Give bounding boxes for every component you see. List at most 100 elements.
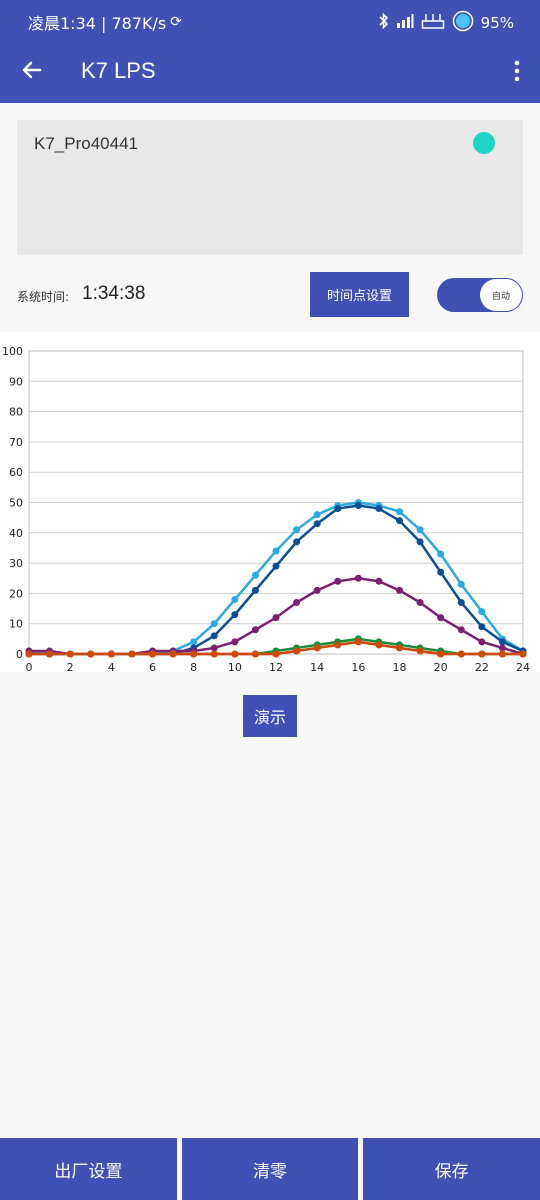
data-point (437, 650, 445, 658)
status-right: 95% (379, 10, 514, 36)
data-point (396, 586, 403, 594)
device-card[interactable]: K7_Pro40441 (17, 120, 523, 255)
data-point (334, 505, 342, 513)
data-point (416, 598, 424, 606)
battery-icon (452, 10, 474, 36)
y-tick-label: 0 (16, 648, 23, 661)
sync-icon: ⟳ (170, 14, 182, 30)
data-point (272, 562, 280, 570)
signal-icon (396, 13, 414, 33)
data-point (498, 644, 506, 652)
data-point (498, 638, 506, 646)
x-tick-label: 4 (108, 661, 115, 672)
y-tick-label: 20 (9, 587, 23, 600)
x-tick-label: 2 (67, 661, 74, 672)
page-title: K7 LPS (81, 58, 156, 83)
data-point (478, 638, 486, 646)
data-point (396, 508, 403, 516)
data-point (354, 638, 362, 646)
arrow-back-icon[interactable] (20, 58, 44, 82)
y-tick-label: 50 (9, 497, 23, 510)
x-tick-label: 8 (190, 661, 197, 672)
data-point (519, 650, 527, 658)
data-point (313, 511, 321, 519)
data-point (437, 614, 445, 622)
router-icon (421, 12, 445, 34)
x-tick-label: 14 (310, 661, 324, 672)
x-tick-label: 6 (149, 661, 156, 672)
status-bar: 凌晨1:34 | 787K/s ⟳ 95% (0, 0, 540, 40)
data-point (354, 574, 362, 582)
data-point (396, 517, 403, 525)
data-point (293, 538, 301, 546)
data-point (231, 638, 239, 646)
x-tick-label: 10 (228, 661, 242, 672)
y-tick-label: 30 (9, 557, 23, 570)
y-tick-label: 70 (9, 436, 23, 449)
data-point (375, 505, 383, 513)
y-tick-label: 40 (9, 527, 23, 540)
data-point (334, 641, 342, 649)
data-point (251, 626, 259, 634)
clear-button[interactable]: 清零 (181, 1138, 359, 1200)
data-point (231, 595, 239, 603)
data-point (416, 538, 424, 546)
y-tick-label: 80 (9, 406, 23, 419)
data-point (416, 647, 424, 655)
data-point (210, 650, 218, 658)
data-point (169, 650, 177, 658)
timepoint-settings-button[interactable]: 时间点设置 (310, 272, 409, 317)
y-tick-label: 60 (9, 466, 23, 479)
data-point (375, 641, 383, 649)
factory-reset-button[interactable]: 出厂设置 (0, 1138, 177, 1200)
data-point (272, 650, 280, 658)
bottom-action-bar: 出厂设置 清零 保存 (0, 1138, 540, 1200)
data-point (313, 586, 321, 594)
connection-status-dot (473, 132, 495, 154)
data-point (87, 650, 95, 658)
x-tick-label: 12 (269, 661, 283, 672)
data-point (231, 611, 239, 619)
x-tick-label: 18 (393, 661, 407, 672)
x-tick-label: 22 (475, 661, 489, 672)
data-point (498, 650, 506, 658)
battery-level: 95% (480, 14, 514, 32)
data-point (46, 650, 54, 658)
more-vert-icon[interactable] (512, 60, 522, 82)
status-left: 凌晨1:34 | 787K/s ⟳ (28, 10, 182, 34)
data-point (210, 620, 218, 628)
x-tick-label: 24 (516, 661, 530, 672)
status-time: 凌晨1:34 | 787K/s (28, 14, 167, 33)
data-point (457, 626, 465, 634)
auto-toggle-label: 自动 (480, 279, 522, 311)
data-point (272, 547, 280, 555)
data-point (149, 650, 156, 658)
app-bar: K7 LPS (0, 40, 540, 103)
data-point (313, 644, 321, 652)
data-point (210, 644, 218, 652)
data-point (107, 650, 115, 658)
data-point (478, 608, 486, 616)
data-point (293, 526, 301, 534)
data-point (478, 650, 486, 658)
series-line-1 (29, 504, 524, 656)
data-point (293, 647, 301, 655)
data-point (457, 580, 465, 588)
data-point (313, 520, 321, 528)
x-tick-label: 16 (351, 661, 365, 672)
data-point (478, 623, 486, 631)
data-point (416, 526, 424, 534)
demo-button[interactable]: 演示 (243, 695, 297, 737)
data-point (437, 568, 445, 576)
data-point (25, 650, 33, 658)
save-button[interactable]: 保存 (363, 1138, 540, 1200)
x-tick-label: 20 (434, 661, 448, 672)
x-tick-label: 0 (26, 661, 33, 672)
auto-toggle[interactable]: 自动 (437, 278, 523, 312)
y-tick-label: 100 (2, 345, 23, 358)
data-point (190, 638, 198, 646)
data-point (251, 571, 259, 579)
bluetooth-icon (379, 12, 389, 33)
data-point (375, 577, 383, 585)
data-point (251, 650, 259, 658)
